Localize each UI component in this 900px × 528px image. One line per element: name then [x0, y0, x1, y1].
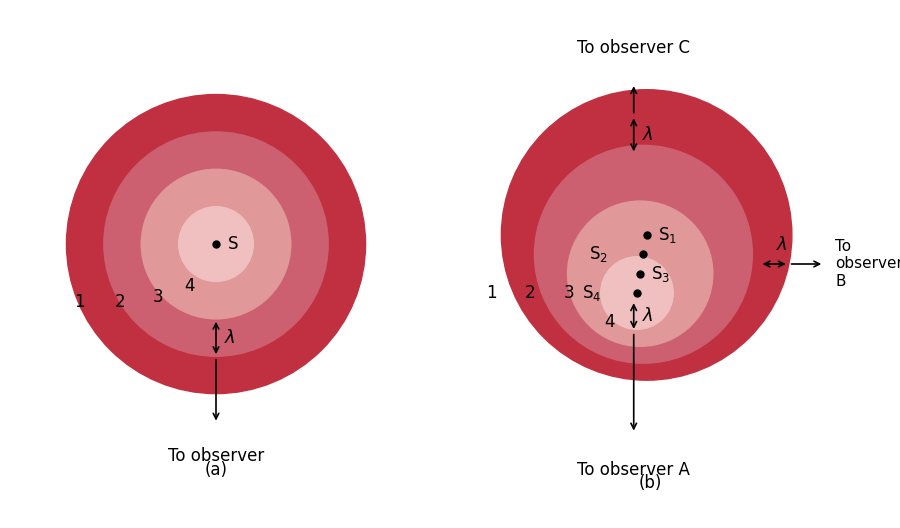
Text: S$_4$: S$_4$: [582, 283, 601, 303]
Text: 1: 1: [486, 284, 497, 302]
Text: 4: 4: [604, 313, 615, 331]
Text: To observer: To observer: [168, 447, 264, 465]
Text: To
observer
B: To observer B: [835, 239, 900, 289]
Circle shape: [104, 132, 328, 356]
Circle shape: [501, 90, 792, 380]
Text: 1: 1: [75, 293, 86, 311]
Circle shape: [568, 201, 713, 346]
Text: $\lambda$: $\lambda$: [642, 307, 653, 325]
Text: (b): (b): [638, 475, 662, 493]
Text: S$_1$: S$_1$: [658, 225, 677, 245]
Circle shape: [178, 206, 254, 281]
Text: S: S: [228, 235, 238, 253]
Circle shape: [600, 257, 673, 329]
Circle shape: [535, 145, 752, 363]
Text: 3: 3: [152, 288, 163, 306]
Text: To observer A: To observer A: [577, 461, 690, 479]
Circle shape: [67, 95, 365, 393]
Text: (a): (a): [204, 461, 228, 479]
Text: 4: 4: [184, 277, 194, 295]
Text: 2: 2: [525, 284, 535, 302]
Text: $\lambda$: $\lambda$: [642, 126, 653, 144]
Text: 3: 3: [564, 284, 574, 302]
Text: S$_3$: S$_3$: [652, 263, 670, 284]
Text: 2: 2: [114, 293, 125, 311]
Text: To observer C: To observer C: [577, 40, 690, 58]
Text: $\lambda$: $\lambda$: [776, 237, 788, 254]
Text: $\lambda$: $\lambda$: [224, 329, 236, 347]
Text: S$_2$: S$_2$: [589, 244, 608, 265]
Circle shape: [141, 169, 291, 319]
